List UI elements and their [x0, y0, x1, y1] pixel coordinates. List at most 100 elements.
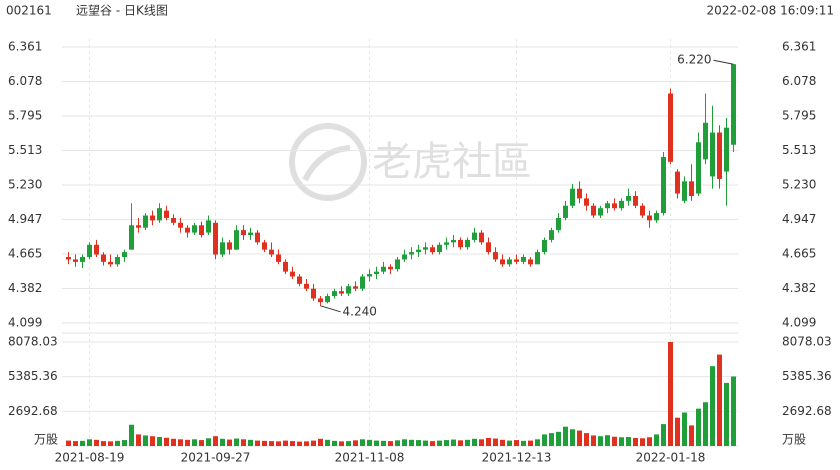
candle-body — [178, 222, 183, 228]
candle-body — [136, 225, 141, 228]
volume-bar — [108, 441, 113, 446]
volume-bar — [269, 441, 274, 446]
volume-bar — [381, 440, 386, 446]
volume-bar — [570, 429, 575, 446]
x-tick-label: 2021-08-19 — [55, 451, 125, 465]
volume-bar — [423, 440, 428, 446]
volume-bar — [220, 438, 225, 446]
x-tick-label: 2022-01-18 — [636, 451, 706, 465]
candle-body — [535, 252, 540, 265]
volume-bar — [598, 436, 603, 446]
annotation-leader — [713, 59, 734, 65]
candle-body — [542, 239, 547, 253]
candle-body — [367, 274, 372, 277]
candle-body — [206, 220, 211, 233]
candle-body — [157, 208, 162, 221]
volume-bar — [73, 441, 78, 446]
y-tick-label: 6.361 — [8, 40, 42, 54]
y-tick-label-right: 4.382 — [782, 281, 816, 295]
volume-bar — [640, 438, 645, 446]
candle-body — [283, 261, 288, 272]
volume-bar — [465, 439, 470, 446]
volume-bar — [325, 439, 330, 446]
candle-body — [325, 296, 330, 303]
candle-body — [486, 242, 491, 253]
chart-title: 远望谷 - 日K线图 — [76, 4, 168, 18]
volume-bar — [304, 441, 309, 446]
volume-bar — [360, 439, 365, 446]
candle-body — [444, 242, 449, 245]
volume-bar — [143, 435, 148, 446]
candle-body — [423, 247, 428, 250]
candle-body — [311, 288, 316, 299]
volume-bar — [129, 424, 134, 446]
candle-body — [479, 232, 484, 243]
volume-bar — [101, 441, 106, 446]
volume-bar — [626, 436, 631, 446]
volume-bar — [94, 439, 99, 446]
y-tick-label: 5.795 — [8, 109, 42, 123]
candle-body — [521, 256, 526, 262]
candle-body — [416, 249, 421, 253]
volume-bar — [311, 440, 316, 446]
volume-bar — [703, 402, 708, 446]
volume-bar — [318, 438, 323, 446]
annotation-leader — [320, 305, 341, 313]
candle-body — [654, 213, 659, 221]
candle-body — [388, 266, 393, 270]
candle-body — [472, 232, 477, 240]
candle-body — [353, 286, 358, 289]
candle-body — [710, 132, 715, 177]
volume-bar — [654, 434, 659, 446]
volume-bar — [612, 436, 617, 446]
volume-bar — [563, 426, 568, 446]
candle-body — [626, 195, 631, 201]
volume-bar — [556, 431, 561, 446]
volume-bar — [290, 441, 295, 446]
candle-body — [66, 256, 71, 260]
candle-body — [101, 254, 106, 262]
candle-body — [724, 127, 729, 172]
y-tick-label: 4.947 — [8, 212, 42, 226]
volume-bar — [150, 436, 155, 446]
volume-bar — [276, 441, 281, 446]
volume-bar — [367, 439, 372, 446]
candle-body — [675, 171, 680, 194]
candle-body — [332, 291, 337, 297]
candle-body — [563, 205, 568, 218]
annotation: 4.240 — [343, 304, 377, 318]
candle-body — [94, 244, 99, 255]
candle-body — [696, 142, 701, 194]
y-tick-label: 4.665 — [8, 246, 42, 260]
volume-bar — [577, 430, 582, 446]
volume-bar — [668, 342, 673, 446]
volume-bar — [388, 441, 393, 446]
watermark-text: 老虎社區 — [372, 139, 532, 185]
candle-body — [262, 242, 267, 250]
candle-body — [108, 261, 113, 265]
candle-body — [577, 188, 582, 199]
volume-tick-label: 5385.36 — [8, 369, 58, 383]
candle-body — [339, 291, 344, 294]
candle-body — [402, 254, 407, 260]
volume-bar — [199, 440, 204, 446]
volume-tick-label: 2692.68 — [8, 404, 58, 418]
volume-bar — [430, 441, 435, 446]
candle-body — [584, 198, 589, 206]
candle-body — [213, 222, 218, 255]
candle-body — [227, 242, 232, 250]
candle-body — [668, 93, 673, 162]
volume-bar — [682, 412, 687, 446]
x-tick-label: 2021-12-13 — [482, 451, 552, 465]
volume-bar — [486, 438, 491, 446]
candle-body — [465, 239, 470, 248]
watermark: 老虎社區 — [289, 123, 532, 201]
y-tick-label-right: 4.099 — [782, 316, 816, 330]
volume-bar — [472, 438, 477, 446]
volume-bar — [227, 439, 232, 446]
volume-bar — [479, 439, 484, 446]
volume-bar — [136, 434, 141, 446]
volume-bar — [696, 408, 701, 446]
y-tick-label-right: 6.361 — [782, 40, 816, 54]
candle-body — [381, 266, 386, 272]
